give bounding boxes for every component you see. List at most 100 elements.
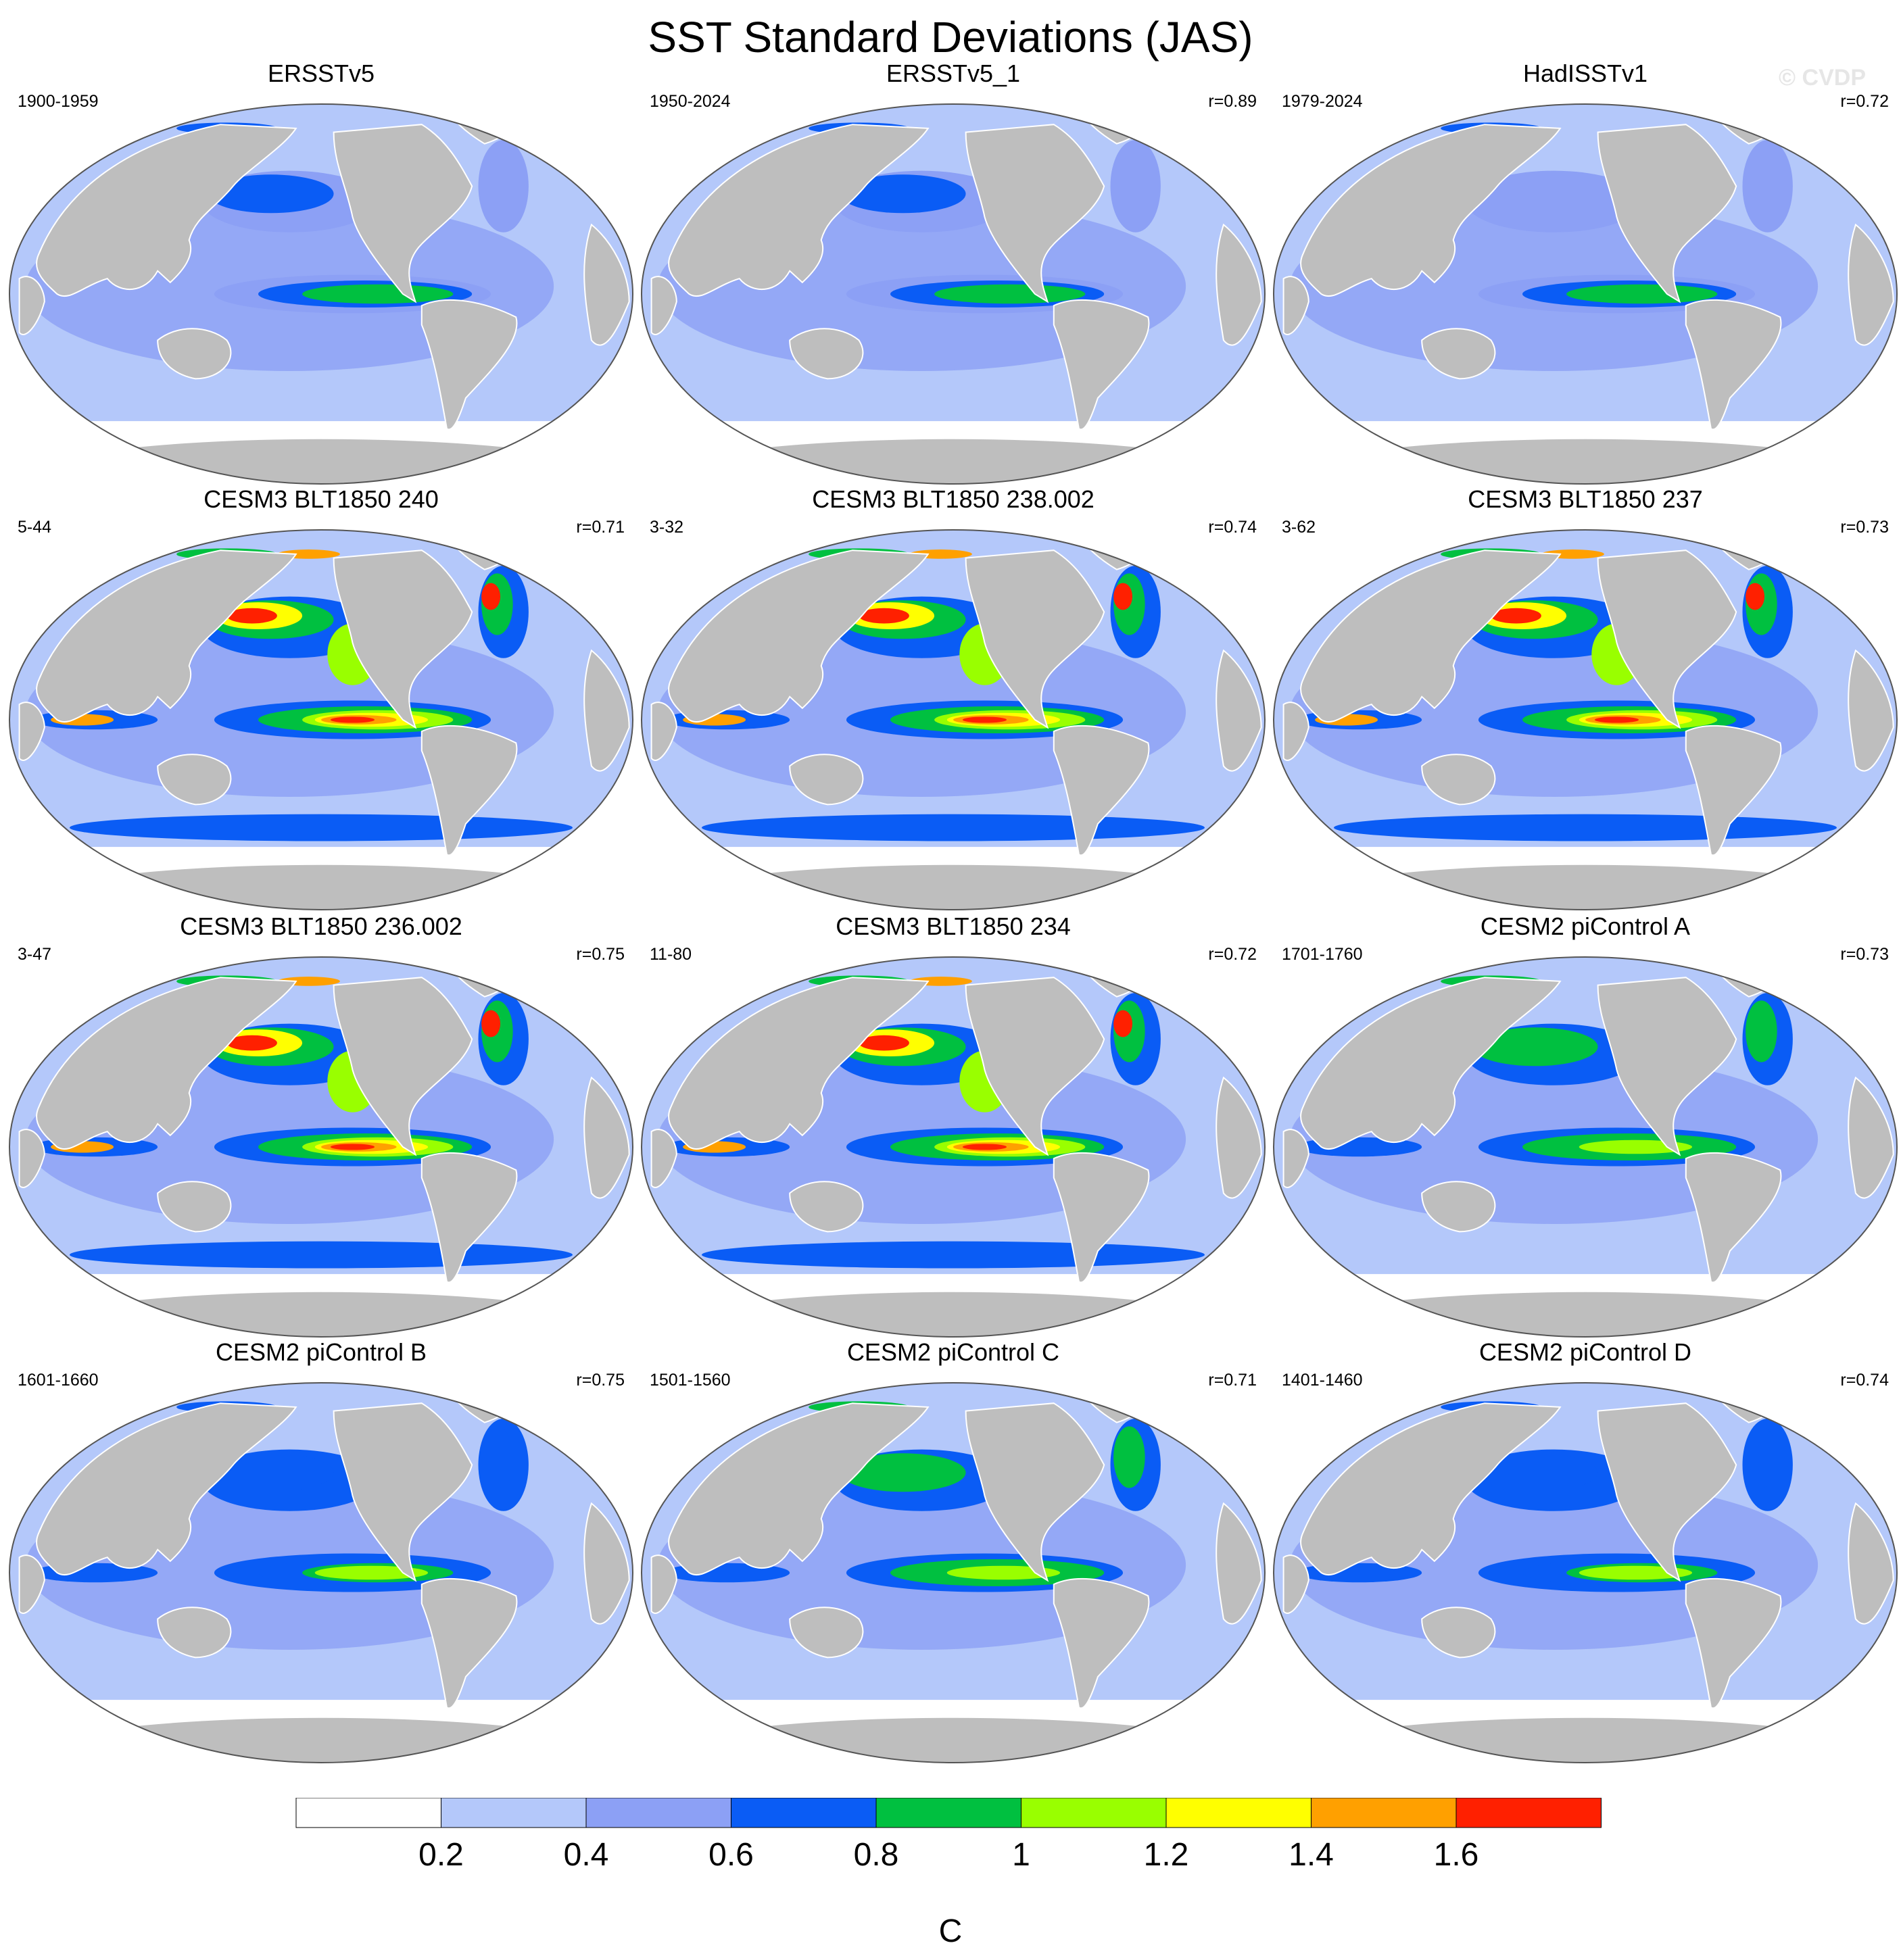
- sst-anomaly-region: [481, 1010, 501, 1037]
- land-australia: [157, 328, 232, 380]
- land-antarctica: [67, 437, 575, 484]
- land-south-america: [1053, 1577, 1150, 1709]
- colorbar-swatch: [1311, 1798, 1457, 1828]
- land-north-america: [333, 1402, 473, 1582]
- land-australia: [157, 754, 232, 806]
- land-africa-west: [18, 1554, 45, 1614]
- sst-stddev-map: [9, 103, 633, 485]
- land-asia-europe: [36, 549, 297, 723]
- panel-title: CESM3 BLT1850 236.002: [180, 912, 462, 940]
- panel-period: 3-62: [1282, 518, 1316, 537]
- sst-anomaly-region: [330, 1144, 375, 1150]
- land-antarctica: [1331, 863, 1839, 910]
- panel-period: 1501-1560: [650, 1371, 731, 1390]
- land-north-america: [965, 124, 1105, 303]
- map-border: [9, 1382, 633, 1763]
- sst-anomaly-region: [1566, 284, 1718, 304]
- land-australia: [1421, 754, 1496, 806]
- land-south-america: [1053, 725, 1150, 856]
- sst-stddev-map: [641, 529, 1266, 910]
- land-asia-europe: [668, 1402, 930, 1576]
- sst-anomaly-region: [70, 814, 573, 841]
- figure-title: SST Standard Deviations (JAS): [648, 13, 1253, 62]
- panel-title: ERSSTv5: [267, 59, 375, 87]
- colorbar-tick-label: 1.4: [1289, 1837, 1334, 1873]
- colorbar-tick-label: 0.2: [418, 1837, 464, 1873]
- map-panel: CESM2 piControl B 1601-1660 r=0.75: [7, 1338, 635, 1764]
- sst-anomaly-region: [481, 1426, 513, 1488]
- panel-pattern-correlation: r=0.71: [576, 518, 625, 537]
- sst-anomaly-region: [1334, 814, 1837, 841]
- sst-stddev-map: [1273, 529, 1898, 910]
- sst-anomaly-region: [481, 583, 501, 610]
- sst-stddev-map: [1273, 103, 1898, 485]
- land-asia-europe: [1300, 549, 1562, 723]
- sst-anomaly-region: [840, 1453, 966, 1492]
- sst-anomaly-region: [1491, 608, 1541, 624]
- map-panel: CESM2 piControl A 1701-1760 r=0.73: [1271, 912, 1900, 1338]
- sst-stddev-map: [9, 1382, 633, 1763]
- sst-stddev-map: [641, 1382, 1266, 1763]
- land-africa-west: [650, 702, 677, 761]
- sst-anomaly-region: [1466, 170, 1642, 232]
- land-north-america: [1597, 977, 1737, 1156]
- land-antarctica: [699, 1716, 1207, 1763]
- colorbar-swatch: [1021, 1798, 1167, 1828]
- land-antarctica: [67, 1290, 575, 1337]
- colorbar-graphic: 0.2 0.4 0.6 0.8 1 1.2 1.4 1.6: [295, 1798, 1602, 1873]
- land-north-america: [333, 124, 473, 303]
- panel-pattern-correlation: r=0.75: [576, 1371, 625, 1390]
- land-north-america: [965, 549, 1105, 729]
- land-australia: [1421, 328, 1496, 380]
- land-asia-europe: [1300, 1402, 1562, 1576]
- panel-pattern-correlation: r=0.71: [1208, 1371, 1257, 1390]
- map-border: [641, 1382, 1266, 1763]
- land-africa-east: [1848, 1076, 1894, 1199]
- land-antarctica: [699, 863, 1207, 910]
- sst-anomaly-region: [962, 1144, 1007, 1150]
- colorbar-swatch: [731, 1798, 877, 1828]
- land-africa-west: [650, 276, 677, 335]
- land-antarctica: [1331, 1290, 1839, 1337]
- sst-anomaly-region: [70, 1241, 573, 1269]
- panel-title: CESM3 BLT1850 240: [203, 485, 439, 513]
- sst-anomaly-region: [1746, 583, 1765, 610]
- map-border: [9, 103, 633, 485]
- sst-anomaly-region: [1746, 1000, 1777, 1062]
- land-africa-west: [1282, 1129, 1309, 1188]
- land-africa-west: [1282, 276, 1309, 335]
- map-panel: CESM2 piControl D 1401-1460 r=0.74: [1271, 1338, 1900, 1764]
- panel-title: CESM2 piControl B: [215, 1338, 427, 1366]
- land-north-america: [965, 977, 1105, 1156]
- sst-anomaly-region: [840, 174, 966, 214]
- land-south-america: [420, 299, 518, 431]
- sst-anomaly-region: [226, 1035, 277, 1051]
- sst-stddev-map: [1273, 1382, 1898, 1763]
- sst-anomaly-region: [934, 284, 1086, 304]
- land-africa-east: [1216, 1502, 1262, 1625]
- panel-pattern-correlation: r=0.73: [1840, 945, 1889, 964]
- sst-anomaly-region: [702, 1241, 1205, 1269]
- map-panel: CESM3 BLT1850 237 3-62 r=0.73: [1271, 485, 1900, 911]
- panel-title: ERSSTv5_1: [886, 59, 1021, 87]
- land-south-america: [420, 725, 518, 856]
- sst-anomaly-region: [1113, 1010, 1133, 1037]
- land-antarctica: [67, 1716, 575, 1763]
- land-africa-east: [1216, 649, 1262, 772]
- colorbar-swatch: [1455, 1798, 1602, 1828]
- panel-period: 5-44: [18, 518, 52, 537]
- map-border: [1273, 103, 1898, 485]
- map-panel: CESM3 BLT1850 236.002 3-47 r=0.75: [7, 912, 635, 1338]
- sst-anomaly-region: [1472, 1453, 1598, 1492]
- map-border: [1273, 956, 1898, 1338]
- sst-stddev-map: [9, 956, 633, 1338]
- colorbar-tick-label: 0.6: [708, 1837, 754, 1873]
- land-south-america: [1685, 725, 1782, 856]
- land-south-america: [1685, 1577, 1782, 1709]
- sst-anomaly-region: [859, 1035, 909, 1051]
- panel-pattern-correlation: r=0.72: [1208, 945, 1257, 964]
- sst-anomaly-region: [478, 140, 529, 232]
- colorbar-swatch: [585, 1798, 731, 1828]
- land-asia-europe: [36, 124, 297, 297]
- panel-title: CESM3 BLT1850 238.002: [812, 485, 1094, 513]
